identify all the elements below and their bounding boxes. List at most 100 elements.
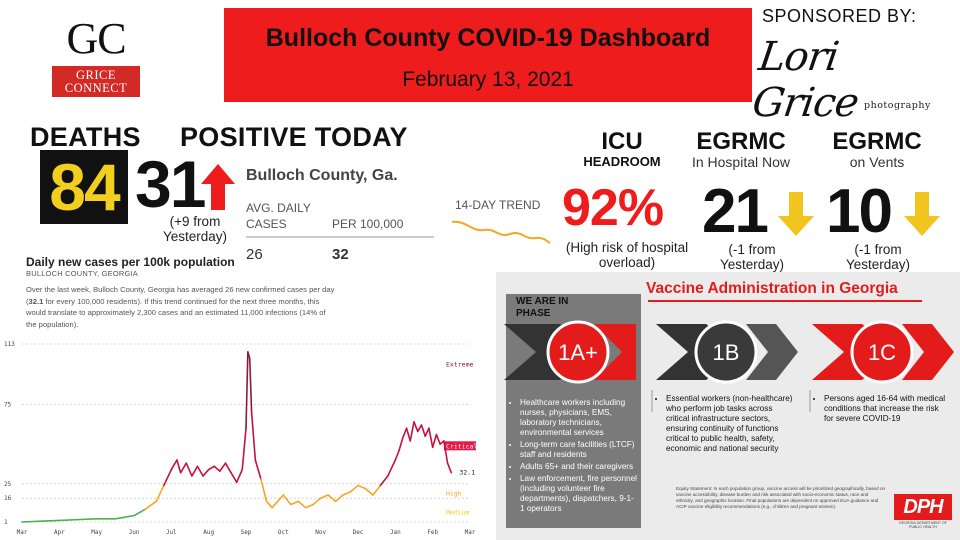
icu-label: ICU xyxy=(601,128,643,155)
vents-sub-label: on Vents xyxy=(849,154,905,170)
chart-line-segment-56 xyxy=(420,424,427,437)
chart-line-segment-3 xyxy=(58,518,79,522)
vaccine-panel: WE ARE IN PHASE Vaccine Administration i… xyxy=(496,272,960,540)
chart-line-segment-14 xyxy=(185,462,193,477)
chart-line-segment-36 xyxy=(297,500,307,509)
hospital-note-line2: Yesterday) xyxy=(719,257,785,272)
dph-logo-text: DPH xyxy=(894,494,952,520)
chart-series-line xyxy=(21,351,453,523)
deaths-value-box: 84 xyxy=(40,150,128,224)
chart-line-segment-8 xyxy=(144,500,158,511)
phase-2-circle xyxy=(694,320,758,384)
chart-line-segment-1 xyxy=(21,520,42,523)
phase-2-label: 1B xyxy=(713,340,740,365)
phase-1-chevron-accent xyxy=(594,324,636,380)
chart-line-segment-29 xyxy=(254,459,262,480)
sponsor-subtitle: photography xyxy=(864,100,931,111)
chart-y-tick-2: 16 xyxy=(4,495,12,502)
logo-band: GRICE CONNECT xyxy=(52,66,140,97)
chart-line-segment-60 xyxy=(435,433,441,445)
county-name: Bulloch County, Ga. xyxy=(246,167,398,184)
chart-line-segment-52 xyxy=(405,427,412,442)
chart-line-segment-11 xyxy=(170,459,178,471)
logo-gc-letters: GC xyxy=(66,14,126,63)
icu-note: (High risk of hospital overload) xyxy=(552,240,702,270)
hospital-value: 21 xyxy=(702,177,769,246)
chart-line-segment-17 xyxy=(202,468,210,477)
icu-note-line1: (High risk of hospital xyxy=(565,240,689,255)
we-are-line1: WE ARE IN xyxy=(516,296,569,307)
chart-zone-labels: Extreme Critical High Medium xyxy=(444,361,477,516)
chart-x-tick-5: Jul xyxy=(166,529,177,536)
chart-line-segment-18 xyxy=(207,465,216,471)
chart-line-segment-57 xyxy=(424,427,430,437)
trend-label: 14-DAY TREND xyxy=(455,198,541,212)
chart-zone-bg-2 xyxy=(444,441,476,451)
chart-line-segment-24 xyxy=(241,427,247,471)
phase-3-chevron-tip xyxy=(902,324,954,380)
arrow-up-icon xyxy=(201,164,235,210)
phase-1-item-3: Adults 65+ and their caregivers xyxy=(520,462,638,472)
chart-line-segment-48 xyxy=(387,459,397,477)
per-100k-label: PER 100,000 xyxy=(332,217,404,231)
grice-connect-logo: GC GRICE CONNECT xyxy=(52,16,140,100)
chart-zone-2: Critical xyxy=(446,442,477,450)
dashboard-title-box: Bulloch County COVID-19 Dashboard Februa… xyxy=(224,8,752,102)
logo-band-line1: GRICE xyxy=(76,68,116,82)
chart-line-segment-53 xyxy=(409,421,415,442)
vents-note: (-1 from Yesterday) xyxy=(826,242,930,272)
chart-zone-4: Medium xyxy=(446,508,470,516)
chart-line-segment-31 xyxy=(265,500,273,509)
chart-x-tick-3: May xyxy=(91,529,102,536)
sponsor-label: SPONSORED BY: xyxy=(762,6,917,26)
chart-line-segment-22 xyxy=(230,471,238,484)
icu-headroom-value: 92% xyxy=(562,179,664,237)
chart-line-segment-62 xyxy=(443,440,449,464)
chart-line-segment-51 xyxy=(401,427,408,439)
chart-title: Daily new cases per 100k population xyxy=(26,255,235,269)
chart-line-segment-43 xyxy=(349,484,359,493)
chart-line-segment-37 xyxy=(304,503,315,509)
hospital-note-line1: (-1 from xyxy=(728,242,776,257)
chart-x-tick-1: Mar xyxy=(17,529,28,536)
dph-caption: GEORGIA DEPARTMENT OF PUBLIC HEALTH xyxy=(899,521,947,529)
chart-x-tick-11: Jan xyxy=(390,529,401,536)
phase-1-item-2: Long-term care facilities (LTCF) staff a… xyxy=(520,440,638,460)
vents-note-line2: Yesterday) xyxy=(845,257,911,272)
chart-line-segment-28 xyxy=(250,411,257,461)
chart-x-ticks: Mar Apr May Jun Jul Aug Sep Oct Nov Dec Jan Feb Mar xyxy=(17,529,476,536)
logo-band-line2: CONNECT xyxy=(64,81,128,95)
chart-line-segment-50 xyxy=(398,436,404,452)
chart-line-segment-16 xyxy=(196,465,204,477)
chart-line-segment-54 xyxy=(413,421,419,433)
chart-line-segment-20 xyxy=(219,462,227,472)
hospital-sub-label: In Hospital Now xyxy=(691,154,791,170)
chart-y-tick-1: 1 xyxy=(4,519,8,526)
chart-line-segment-13 xyxy=(179,462,188,474)
chart-line-segment-30 xyxy=(260,478,268,503)
chart-x-tick-7: Sep xyxy=(241,529,252,536)
chart-x-tick-2: Apr xyxy=(54,529,65,536)
chart-line-segment-47 xyxy=(379,475,389,487)
chart-line-segment-23 xyxy=(235,468,244,484)
dashboard-date: February 13, 2021 xyxy=(402,68,574,91)
chart-line-segment-44 xyxy=(357,484,367,490)
phase-2-list: Essential workers (non-healthcare) who p… xyxy=(656,394,796,456)
avg-daily-cases-label: AVG. DAILY CASES xyxy=(246,200,311,232)
chart-line-segment-46 xyxy=(372,484,382,496)
vaccine-title: Vaccine Administration in Georgia xyxy=(646,280,898,297)
cases-line-chart: 1 16 25 75 113 Mar Apr May Jun Jul Aug Sep Oct Nov De… xyxy=(4,341,477,536)
vents-note-line1: (-1 from xyxy=(854,242,902,257)
vents-label: EGRMC xyxy=(832,128,922,155)
icu-sub-label: HEADROOM xyxy=(583,154,661,169)
chart-x-tick-13: Mar xyxy=(465,529,476,536)
positive-today-label: POSITIVE TODAY xyxy=(180,122,408,152)
phase-1-item-1: Healthcare workers including nurses, phy… xyxy=(520,398,638,438)
per-100k-value: 32 xyxy=(332,246,349,263)
hospital-note: (-1 from Yesterday) xyxy=(700,242,804,272)
vaccine-title-underline xyxy=(648,300,922,302)
chart-x-tick-8: Oct xyxy=(278,529,289,536)
chart-line-segment-49 xyxy=(394,449,400,461)
chart-line-segment-63 xyxy=(446,462,453,474)
chart-y-tick-3: 25 xyxy=(4,481,12,488)
